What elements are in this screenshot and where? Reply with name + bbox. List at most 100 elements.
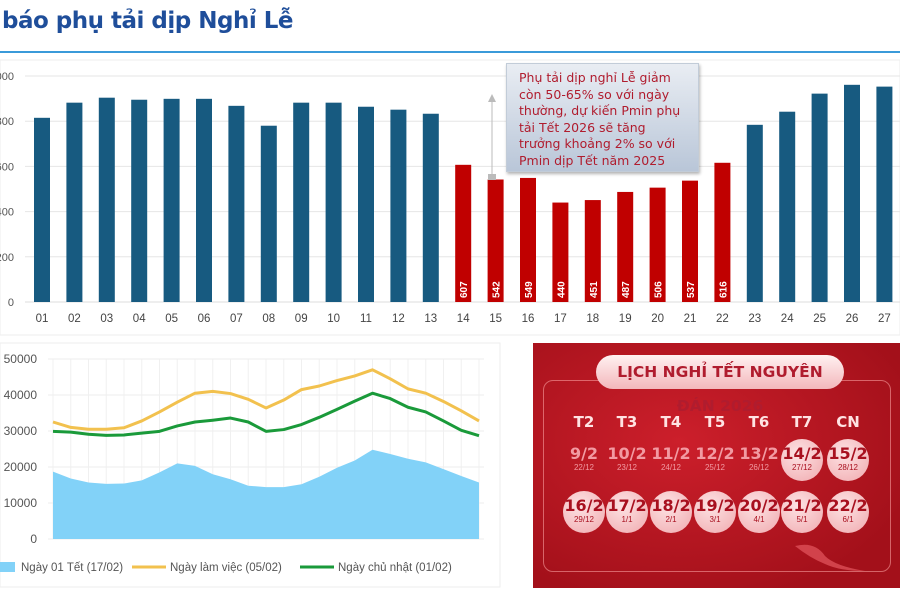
bar-data-label: 451 xyxy=(589,281,600,298)
holiday-day: 18/2 2/1 xyxy=(650,491,692,533)
x-tick-label: 08 xyxy=(262,313,275,325)
bar-01 xyxy=(34,117,50,302)
y-tick-label: 0 xyxy=(30,532,37,546)
bar-02 xyxy=(66,102,83,302)
y-tick-label: 40000 xyxy=(4,388,38,402)
bar-12 xyxy=(390,109,407,302)
bar-11 xyxy=(358,106,374,303)
bar-08 xyxy=(260,125,277,302)
bar-09 xyxy=(293,102,310,302)
bar-data-label: 506 xyxy=(654,281,665,298)
x-tick-label: 13 xyxy=(424,313,437,325)
bar-14 xyxy=(455,164,472,302)
y-tick-label: 200 xyxy=(0,252,14,264)
weekday-header: T5 xyxy=(704,413,726,431)
series-line-sunday xyxy=(52,391,480,438)
holiday-day: 22/2 6/1 xyxy=(827,491,869,533)
x-tick-label: 03 xyxy=(100,313,113,325)
y-tick-label: 30000 xyxy=(4,424,38,438)
y-tick-label: 20000 xyxy=(4,460,38,474)
x-tick-label: 20 xyxy=(651,313,664,325)
lunar-date: 22/12 xyxy=(573,463,595,472)
lunar-date: 29/12 xyxy=(573,515,595,524)
holiday-day: 16/2 29/12 xyxy=(563,491,605,533)
bar-26 xyxy=(844,84,860,303)
bar-data-label: 607 xyxy=(459,281,470,298)
series-area-tet xyxy=(53,449,479,539)
solar-date: 19/2 xyxy=(695,496,735,515)
bar-20 xyxy=(649,187,666,302)
work-day: 11/2 24/12 xyxy=(650,439,692,481)
legend-label: Ngày chủ nhật (01/02) xyxy=(338,562,452,574)
y-tick-label: 0 xyxy=(8,297,14,309)
solar-date: 10/2 xyxy=(607,444,647,463)
y-tick-label: 10000 xyxy=(4,496,38,510)
x-tick-label: 06 xyxy=(198,313,211,325)
bar-data-label: 542 xyxy=(492,281,503,298)
lunar-date: 26/12 xyxy=(748,463,770,472)
x-tick-label: 23 xyxy=(748,313,761,325)
lunar-date: 4/1 xyxy=(753,515,765,524)
solar-date: 11/2 xyxy=(651,444,691,463)
y-tick-label: 1000 xyxy=(0,71,14,83)
x-tick-label: 17 xyxy=(554,313,567,325)
y-tick-label: 400 xyxy=(0,207,14,219)
x-tick-label: 01 xyxy=(36,313,49,325)
bar-18 xyxy=(584,200,601,302)
solar-date: 16/2 xyxy=(564,496,604,515)
lunar-date: 1/1 xyxy=(621,515,633,524)
solar-date: 15/2 xyxy=(828,444,868,463)
tet-holiday-calendar: LỊCH NGHỈ TẾT NGUYÊN ĐÁN 2026 T2 T3 T4 T5 T6… xyxy=(533,343,900,588)
series-line-workday xyxy=(52,368,480,431)
holiday-day: 20/2 4/1 xyxy=(738,491,780,533)
title-divider xyxy=(0,51,900,53)
holiday-day: 19/2 3/1 xyxy=(694,491,736,533)
solar-date: 20/2 xyxy=(739,496,779,515)
bar-data-label: 487 xyxy=(621,281,632,298)
lunar-date: 23/12 xyxy=(616,463,638,472)
x-tick-label: 09 xyxy=(295,313,308,325)
bar-15 xyxy=(487,179,504,302)
x-tick-label: 11 xyxy=(360,313,372,325)
bar-data-label: 537 xyxy=(686,281,697,298)
bar-03 xyxy=(98,97,115,302)
solar-date: 14/2 xyxy=(782,444,822,463)
y-tick-label: 50000 xyxy=(4,352,38,366)
bar-13 xyxy=(422,113,439,302)
solar-date: 12/2 xyxy=(695,444,735,463)
arrow-base xyxy=(488,174,496,180)
y-tick-label: 600 xyxy=(0,161,14,173)
x-tick-label: 14 xyxy=(457,313,470,325)
solar-date: 9/2 xyxy=(569,444,599,463)
holiday-day: 17/2 1/1 xyxy=(606,491,648,533)
x-tick-label: 19 xyxy=(619,313,632,325)
arrow-head-icon xyxy=(488,94,496,102)
bar-24 xyxy=(779,111,796,302)
hourly-load-chart: 0 10000 20000 30000 40000 50000 Ngày 01 Tết (1… xyxy=(0,342,501,588)
lunar-date: 27/12 xyxy=(791,463,813,472)
bar-05 xyxy=(163,98,180,303)
calendar-title: LỊCH NGHỈ TẾT NGUYÊN ĐÁN 2026 xyxy=(596,355,844,415)
x-tick-label: 15 xyxy=(489,313,502,325)
legend-label: Ngày làm việc (05/02) xyxy=(170,562,282,574)
solar-date: 21/2 xyxy=(782,496,822,515)
bar-23 xyxy=(746,124,763,302)
solar-date: 18/2 xyxy=(651,496,691,515)
annotation-callout: Phụ tải dịp nghỉ Lễ giảm còn 50-65% so v… xyxy=(506,63,699,172)
x-tick-label: 16 xyxy=(522,313,535,325)
lunar-date: 2/1 xyxy=(665,515,677,524)
x-tick-label: 07 xyxy=(230,313,243,325)
bar-data-label: 549 xyxy=(524,281,535,298)
legend-label: Ngày 01 Tết (17/02) xyxy=(21,562,123,574)
weekday-header: T3 xyxy=(616,413,638,431)
bird-decoration-icon xyxy=(795,544,865,571)
bar-07 xyxy=(228,105,245,302)
weekday-header: CN xyxy=(836,413,860,431)
x-tick-label: 18 xyxy=(586,313,599,325)
holiday-day: 15/2 28/12 xyxy=(827,439,869,481)
x-tick-label: 21 xyxy=(684,313,697,325)
lunar-date: 5/1 xyxy=(796,515,808,524)
daily-load-bar-chart: 0 200 400 600 800 1000 01 02 03 04 05 06 07 08 09 10 11 1… xyxy=(0,59,900,336)
holiday-day: 21/2 5/1 xyxy=(781,491,823,533)
bar-17 xyxy=(552,202,569,302)
